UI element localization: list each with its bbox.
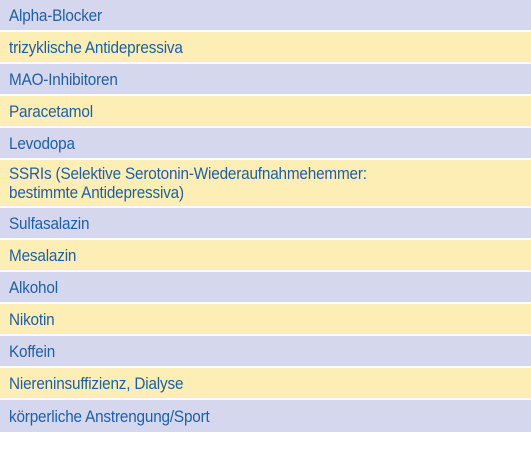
table-row: Sulfasalazin [0, 208, 531, 240]
table-row: Alkohol [0, 272, 531, 304]
row-label: Mesalazin [9, 245, 77, 265]
row-label: trizyklische Antidepressiva [9, 37, 183, 57]
row-label: Nikotin [9, 309, 55, 329]
row-label: Alkohol [9, 277, 58, 297]
row-label: Alpha-Blocker [9, 5, 102, 25]
row-label: Levodopa [9, 133, 75, 153]
row-label: Koffein [9, 341, 56, 361]
table-row: Alpha-Blocker [0, 0, 531, 32]
table-row: SSRIs (Selektive Serotonin-Wiederaufnahm… [0, 160, 531, 208]
table-row: Niereninsuffizienz, Dialyse [0, 368, 531, 400]
row-label: Sulfasalazin [9, 213, 90, 233]
table-row: körperliche Anstrengung/Sport [0, 400, 531, 432]
row-label: MAO-Inhibitoren [9, 69, 118, 89]
table-row: Paracetamol [0, 96, 531, 128]
table-row: Koffein [0, 336, 531, 368]
row-label: SSRIs (Selektive Serotonin-Wiederaufnahm… [9, 164, 367, 202]
row-label: Paracetamol [9, 101, 93, 121]
table-row: MAO-Inhibitoren [0, 64, 531, 96]
row-label: körperliche Anstrengung/Sport [9, 406, 210, 426]
table-row: Nikotin [0, 304, 531, 336]
table-row: trizyklische Antidepressiva [0, 32, 531, 64]
row-label: Niereninsuffizienz, Dialyse [9, 373, 184, 393]
table-row: Mesalazin [0, 240, 531, 272]
table-row: Levodopa [0, 128, 531, 160]
